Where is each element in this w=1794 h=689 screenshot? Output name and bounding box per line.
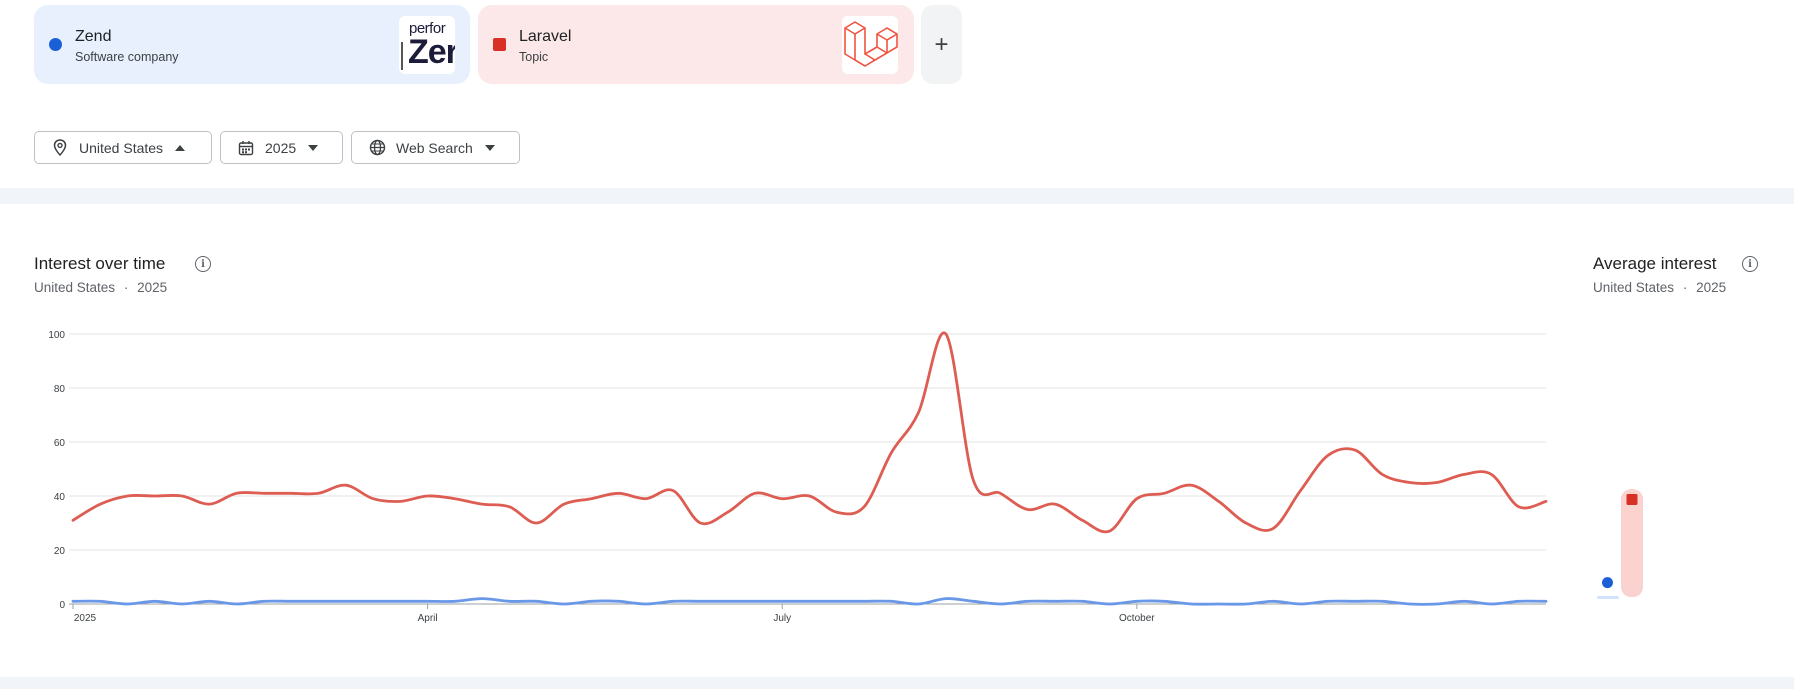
interest-over-time-title: Interest over time [34,254,166,273]
location-filter-label: United States [79,139,164,156]
series-line-laravel[interactable] [71,331,1548,534]
laravel-logo-icon [842,16,898,74]
average-bar-zend [1597,596,1619,599]
term-name: Zend [75,28,112,45]
term-name: Laravel [519,28,572,45]
y-tick-label: 40 [54,492,66,503]
y-tick-label: 20 [54,546,66,557]
caret-down-icon [484,144,495,151]
calendar-icon [237,139,255,157]
x-tick-label: July [773,613,791,624]
subtitle-period: 2025 [1696,280,1727,295]
y-tick-label: 0 [59,600,65,611]
y-tick-label: 80 [54,384,66,395]
period-filter[interactable]: 2025 [220,131,343,164]
term-card-zend[interactable]: Zend Software company perfor Zer [34,5,470,84]
term-card-laravel[interactable]: Laravel Topic [478,5,914,84]
search-terms-header: Zend Software company perfor Zer Laravel… [0,0,1794,188]
y-tick-label: 60 [54,438,66,449]
zend-logo-text-main: Zer [408,33,455,71]
average-marker-laravel[interactable] [1626,494,1638,506]
subtitle-period: 2025 [137,280,168,295]
caret-up-icon [175,144,186,151]
info-icon[interactable]: i [195,256,211,272]
subtitle-location: United States [1593,280,1675,295]
globe-icon [368,139,386,157]
subtitle-separator: · [123,280,129,295]
property-filter-label: Web Search [396,139,473,156]
average-interest-title: Average interest [1593,254,1717,273]
x-tick-label: 2025 [74,613,97,624]
laravel-series-square [493,38,506,51]
zend-logo-text-top: perfor [409,20,446,37]
section-divider [0,677,1794,689]
info-icon[interactable]: i [1742,256,1758,272]
term-type: Topic [519,50,549,64]
series-line-zend[interactable] [71,597,1548,606]
average-marker-zend[interactable] [1602,577,1613,589]
interest-over-time-subtitle: United States · 2025 [34,280,167,295]
average-bar-laravel [1621,489,1643,597]
location-pin-icon [51,139,69,157]
subtitle-separator: · [1682,280,1688,295]
average-interest-subtitle: United States · 2025 [1593,280,1726,295]
zend-series-dot [49,38,62,51]
term-type: Software company [75,50,179,64]
y-tick-label: 100 [48,330,65,341]
property-filter[interactable]: Web Search [351,131,520,164]
period-filter-label: 2025 [265,139,297,156]
x-tick-label: October [1119,613,1155,624]
location-filter[interactable]: United States [34,131,212,164]
x-tick-label: April [418,613,438,624]
add-comparison-button[interactable]: + [921,5,962,84]
zend-logo-bar [401,42,403,70]
caret-down-icon [308,144,319,151]
subtitle-location: United States [34,280,116,295]
zend-logo-thumbnail: perfor Zer [399,16,455,74]
section-divider [0,188,1794,204]
